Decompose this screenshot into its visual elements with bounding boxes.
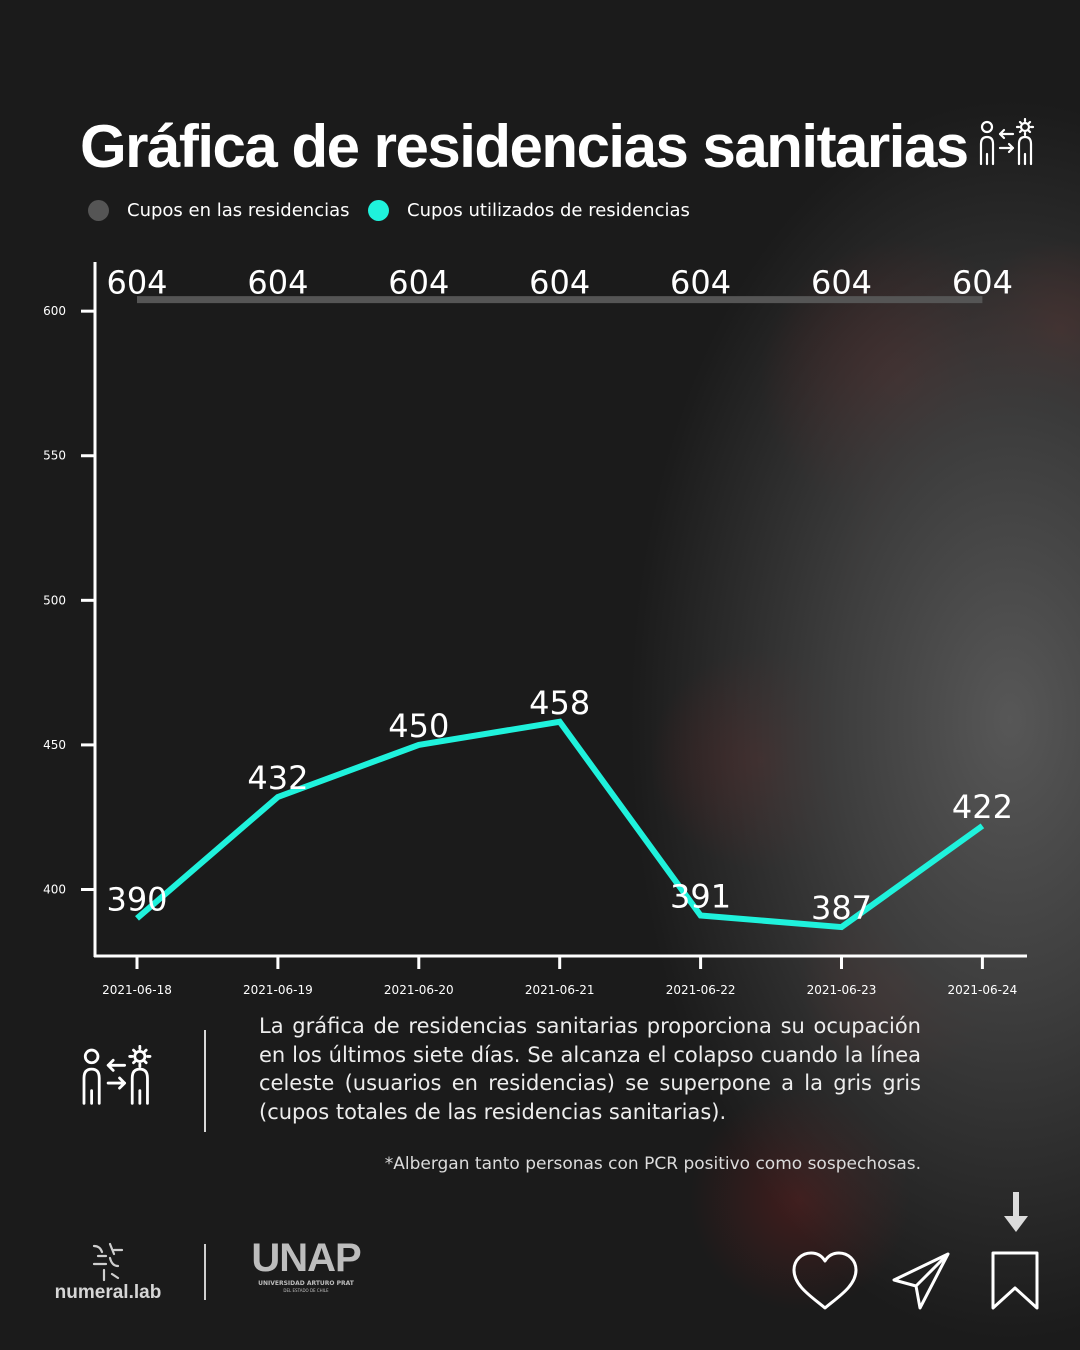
series-line-used: [135, 718, 985, 931]
unap-subtitle-small: DEL ESTADO DE CHILE: [283, 1288, 329, 1293]
unap-subtitle: UNIVERSIDAD ARTURO PRAT: [258, 1280, 354, 1287]
legend-item-capacity: Cupos en las residencias: [88, 200, 350, 221]
arrow-down-icon[interactable]: [1002, 1190, 1030, 1234]
data-label-capacity: 604: [952, 264, 1013, 302]
unap-logo: UNAP UNIVERSIDAD ARTURO PRAT DEL ESTADO …: [250, 1236, 362, 1302]
legend-label-capacity: Cupos en las residencias: [127, 200, 350, 221]
page-title: Gráfica de residencias sanitarias: [80, 113, 969, 180]
unap-wordmark: UNAP: [251, 1236, 361, 1280]
logos-divider: [204, 1244, 206, 1300]
data-label-used: 391: [670, 878, 731, 916]
data-label-capacity: 604: [106, 264, 167, 302]
legend-item-used: Cupos utilizados de residencias: [368, 200, 690, 221]
chart-axes: 400 450 500 550 600 2021-06-18 2021-06-19 2021-…: [43, 262, 1027, 997]
numeral-lab-wordmark: numeral.lab: [54, 1282, 162, 1303]
x-tick-label: 2021-06-21: [525, 983, 595, 997]
chart-data-labels: 604 604 604 604 604 604 604 390 432 450 458 391 387 4…: [106, 264, 1012, 927]
numeral-lab-logo: numeral.lab: [48, 1238, 168, 1304]
y-tick-label: 450: [43, 738, 66, 752]
x-tick-label: 2021-06-18: [102, 983, 172, 997]
data-label-capacity: 604: [388, 264, 449, 302]
y-tick-label: 500: [43, 593, 66, 607]
x-tick-label: 2021-06-23: [807, 983, 877, 997]
data-label-capacity: 604: [811, 264, 872, 302]
data-label-used: 450: [388, 707, 449, 745]
patient-transfer-virus-icon: [979, 118, 1035, 166]
patient-transfer-virus-icon: [82, 1045, 152, 1105]
y-tick-label: 600: [43, 304, 66, 318]
legend-swatch-used: [368, 200, 389, 221]
x-tick-label: 2021-06-22: [666, 983, 736, 997]
y-tick-label: 400: [43, 882, 66, 896]
numeral-lab-mark-icon: [92, 1242, 124, 1282]
footnote: *Albergan tanto personas con PCR positiv…: [384, 1154, 921, 1174]
y-tick-label: 550: [43, 449, 66, 463]
data-label-used: 387: [811, 889, 872, 927]
data-label-used: 458: [529, 684, 590, 722]
bookmark-icon[interactable]: [990, 1250, 1040, 1312]
x-tick-label: 2021-06-19: [243, 983, 313, 997]
data-label-capacity: 604: [529, 264, 590, 302]
chart-series: [135, 296, 985, 931]
x-tick-label: 2021-06-24: [948, 983, 1018, 997]
description-divider: [204, 1030, 206, 1132]
legend-label-used: Cupos utilizados de residencias: [407, 200, 690, 221]
legend-swatch-capacity: [88, 200, 109, 221]
data-label-capacity: 604: [247, 264, 308, 302]
data-label-capacity: 604: [670, 264, 731, 302]
chart-description: La gráfica de residencias sanitarias pro…: [259, 1014, 921, 1124]
heart-icon[interactable]: [790, 1250, 860, 1312]
line-chart: 400 450 500 550 600 2021-06-18 2021-06-19 2021-…: [43, 262, 1027, 997]
x-tick-label: 2021-06-20: [384, 983, 454, 997]
data-label-used: 390: [106, 880, 167, 918]
send-icon[interactable]: [890, 1250, 952, 1312]
data-label-used: 422: [952, 788, 1013, 826]
data-label-used: 432: [247, 759, 308, 797]
